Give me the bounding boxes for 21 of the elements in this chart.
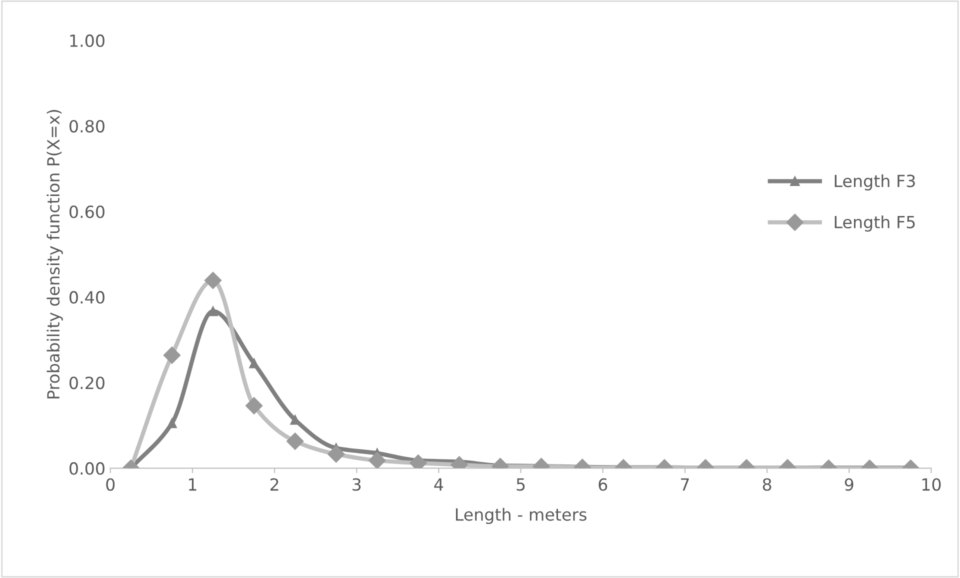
y-tick-label: 0.00 (70, 462, 104, 475)
y-axis-title: Probability density function P(X=x) (46, 110, 63, 398)
x-tick-label: 8 (762, 478, 772, 491)
x-axis-title: Length - meters (456, 508, 586, 524)
y-tick-label: 0.20 (70, 376, 104, 390)
legend-label: Length F5 (834, 215, 915, 232)
x-tick-label: 7 (681, 478, 689, 491)
x-tick-label: 0 (106, 478, 115, 491)
y-tick-label: 0.80 (70, 120, 104, 133)
x-tick-label: 9 (844, 478, 854, 491)
y-tick-label: 1.00 (70, 34, 104, 48)
x-tick-label: 5 (516, 478, 525, 491)
x-tick-label: 6 (598, 478, 608, 491)
x-tick-label: 2 (270, 478, 278, 491)
x-tick-label: 3 (352, 478, 361, 491)
legend-label: Length F3 (834, 174, 915, 190)
x-tick-label: 1 (189, 478, 196, 491)
y-tick-label: 0.40 (70, 291, 104, 304)
x-tick-label: 10 (922, 478, 941, 491)
x-tick-label: 4 (434, 478, 444, 491)
y-tick-label: 0.60 (70, 206, 104, 218)
